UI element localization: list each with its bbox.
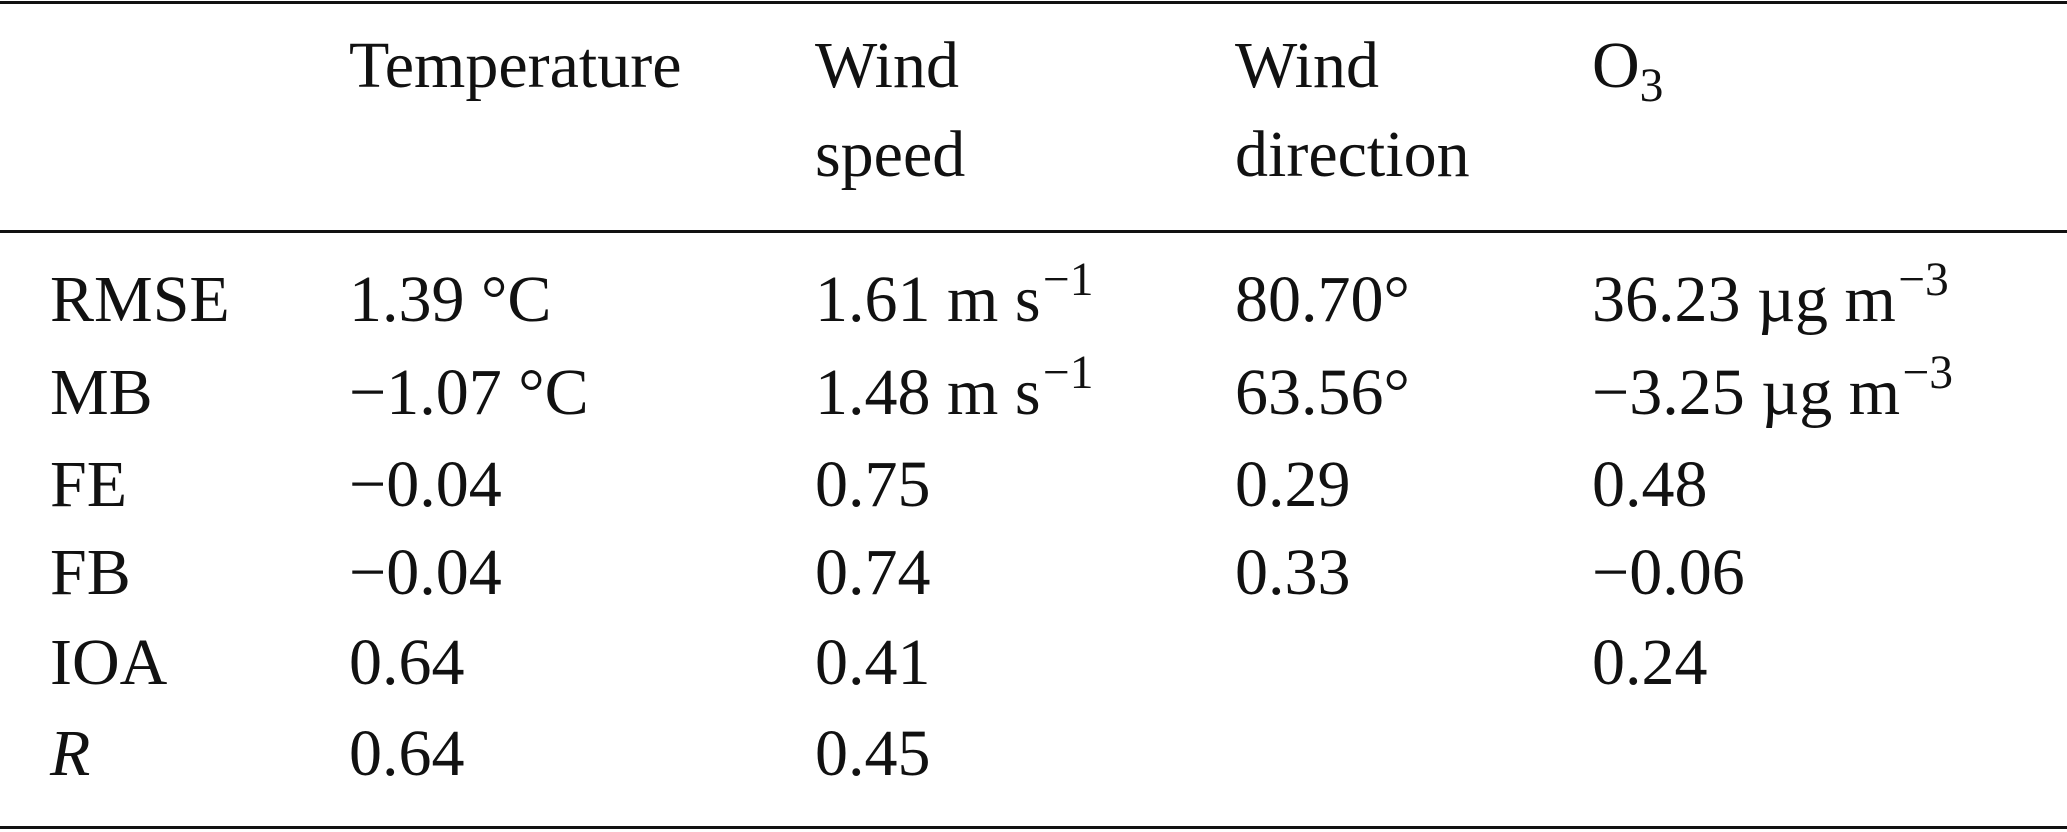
cell-text: 1.48 m s — [815, 356, 1041, 429]
cell-text: 0.24 — [1592, 626, 1708, 699]
superscript: −1 — [1042, 346, 1094, 399]
cell-text: 1.39 °C — [349, 263, 552, 336]
cell-text: 0.64 — [349, 717, 465, 790]
table-cell: −0.04 — [349, 540, 502, 606]
cell-text: 0.75 — [815, 448, 931, 521]
superscript: −1 — [1042, 253, 1094, 306]
table-cell: −1.07 °C — [349, 360, 589, 426]
table-cell: 0.48 — [1592, 452, 1708, 518]
row-label: R — [50, 717, 91, 790]
superscript: −3 — [1898, 253, 1949, 306]
subscript: 3 — [1639, 60, 1664, 113]
cell-text: 0.45 — [815, 717, 931, 790]
table-cell: 0.33 — [1235, 540, 1351, 606]
table-cell: 0.45 — [815, 721, 931, 787]
cell-text: O — [1592, 29, 1640, 102]
column-header: direction — [1235, 118, 1470, 191]
column-header: speed — [815, 118, 966, 191]
table-cell: 0.64 — [349, 721, 465, 787]
table-cell: −0.06 — [1592, 540, 1745, 606]
cell-text: −0.04 — [349, 536, 502, 609]
table-cell: 0.74 — [815, 540, 931, 606]
table-cell: 63.56° — [1235, 360, 1410, 426]
superscript: −3 — [1902, 346, 1954, 399]
cell-text: 1.61 m s — [815, 263, 1041, 336]
cell-text: 36.23 µg m — [1592, 263, 1896, 336]
cell-text: 0.74 — [815, 536, 931, 609]
row-label: MB — [50, 356, 153, 429]
table-cell: 80.70° — [1235, 267, 1410, 333]
table-cell: 0.29 — [1235, 452, 1351, 518]
table-cell: −0.04 — [349, 452, 502, 518]
table-cell: 0.24 — [1592, 630, 1708, 696]
column-header: Temperature — [349, 29, 682, 102]
table-cell: 0.64 — [349, 630, 465, 696]
row-label: IOA — [50, 626, 168, 699]
column-header: O3 — [1592, 33, 1663, 111]
row-label: RMSE — [50, 263, 230, 336]
table-cell: 36.23 µg m−3 — [1592, 256, 1949, 333]
top-rule — [0, 1, 2067, 4]
cell-text: 0.29 — [1235, 448, 1351, 521]
cell-text: 0.33 — [1235, 536, 1351, 609]
header-rule — [0, 230, 2067, 233]
row-label: FB — [50, 536, 131, 609]
table-cell: 0.75 — [815, 452, 931, 518]
table-cell: 1.61 m s−1 — [815, 256, 1093, 333]
cell-text: 63.56° — [1235, 356, 1410, 429]
table-cell: 1.39 °C — [349, 267, 551, 333]
table-cell: −3.25 µg m−3 — [1592, 349, 1953, 426]
table-cell: 0.41 — [815, 630, 931, 696]
cell-text: −0.04 — [349, 448, 502, 521]
cell-text: 80.70° — [1235, 263, 1410, 336]
cell-text: −0.06 — [1592, 536, 1745, 609]
cell-text: 0.48 — [1592, 448, 1708, 521]
table-cell: 1.48 m s−1 — [815, 349, 1093, 426]
cell-text: −1.07 °C — [349, 356, 589, 429]
column-header: Wind — [815, 29, 959, 102]
cell-text: 0.64 — [349, 626, 465, 699]
cell-text: −3.25 µg m — [1592, 356, 1901, 429]
bottom-rule — [0, 826, 2067, 829]
cell-text: 0.41 — [815, 626, 931, 699]
row-label: FE — [50, 448, 128, 521]
column-header: Wind — [1235, 29, 1379, 102]
